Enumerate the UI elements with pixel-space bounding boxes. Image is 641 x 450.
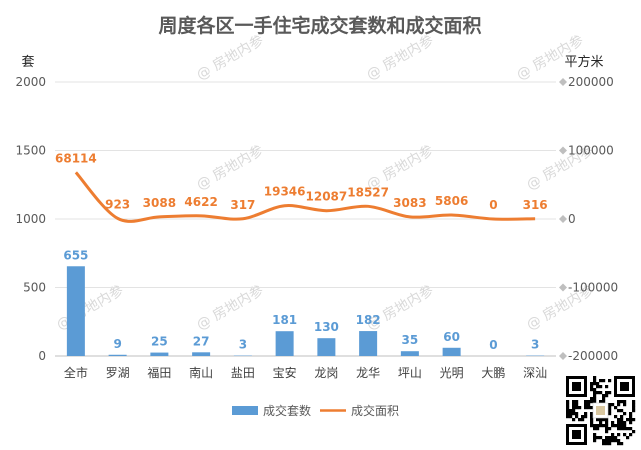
line-series	[74, 171, 536, 223]
bar-南山	[192, 352, 211, 356]
category-label: 盐田	[231, 366, 255, 380]
bar-value-label: 60	[443, 330, 460, 344]
right-axis-ticks: -200000 -100000 0 100000 200000	[559, 75, 618, 363]
line-value-label: 4622	[184, 195, 217, 209]
right-tick-marker	[559, 146, 567, 155]
line-value-label: 317	[230, 198, 255, 212]
left-tick-label: 0	[38, 349, 46, 363]
bar-value-label: 25	[151, 335, 168, 349]
bar-value-label: 182	[356, 313, 381, 327]
watermark-text: @ 房地内参	[194, 32, 267, 84]
bar-value-label: 9	[113, 337, 121, 351]
right-tick-marker	[559, 78, 567, 86]
bar-value-label: 27	[193, 334, 210, 348]
line-value-label: 3088	[143, 196, 176, 210]
right-tick-marker	[559, 215, 567, 223]
bar-value-label: 130	[314, 320, 339, 334]
bar-value-label: 35	[402, 333, 419, 347]
line-value-label: 923	[105, 197, 130, 211]
legend-line-label: 成交面积	[351, 403, 399, 418]
area-line	[74, 171, 536, 223]
watermark-text: @ 房地内参	[194, 282, 267, 334]
left-axis-unit: 套	[21, 54, 34, 70]
bar-龙华	[359, 331, 378, 356]
line-value-label: 19346	[264, 185, 306, 199]
data-labels: 655 9 25 27 3 181 130 182 35 60 0 3 68114 923 3088 4622…	[55, 151, 548, 352]
chart-title: 周度各区一手住宅成交套数和成交面积	[158, 14, 481, 37]
category-label: 大鹏	[481, 366, 505, 380]
line-value-label: 3083	[393, 196, 426, 210]
bar-福田	[150, 352, 169, 356]
category-label: 光明	[440, 366, 464, 380]
right-tick-marker	[559, 283, 567, 292]
bar-value-label: 0	[489, 338, 497, 352]
left-tick-label: 500	[23, 281, 46, 295]
legend-bar-swatch	[232, 406, 258, 415]
category-label: 福田	[147, 365, 171, 380]
category-labels: 全市 罗湖 福田 南山 盐田 宝安 龙岗 龙华 坪山 光明 大鹏 深汕	[64, 365, 547, 380]
right-tick-label: -200000	[568, 349, 618, 363]
bar-罗湖	[108, 354, 127, 356]
left-tick-label: 2000	[15, 75, 46, 89]
gridlines	[55, 81, 556, 357]
category-label: 宝安	[273, 365, 297, 380]
category-label: 罗湖	[106, 365, 130, 380]
category-label: 坪山	[398, 366, 422, 380]
line-value-label: 0	[489, 198, 497, 212]
watermark-layer: @ 房地内参 @ 房地内参 @ 房地内参@ 房地内参 @ 房地内参 @ 房地内参@ 房地…	[54, 32, 597, 334]
category-label: 深汕	[523, 366, 547, 380]
right-tick-label: 200000	[568, 75, 614, 89]
bar-value-label: 655	[63, 248, 88, 262]
bar-坪山	[400, 351, 419, 356]
category-label: 南山	[189, 365, 213, 380]
category-label: 龙岗	[314, 366, 338, 380]
line-value-label: 68114	[55, 151, 97, 165]
line-value-label: 18527	[347, 185, 389, 199]
right-tick-label: -100000	[568, 281, 618, 295]
category-label: 龙华	[356, 366, 380, 380]
left-tick-label: 1500	[15, 144, 46, 158]
watermark-text: @ 房地内参	[364, 32, 437, 84]
category-label: 全市	[64, 365, 88, 380]
line-value-label: 5806	[435, 194, 468, 208]
legend: 成交套数 成交面积	[232, 403, 399, 418]
bar-value-label: 3	[239, 338, 247, 352]
watermark-text: @ 房地内参	[54, 282, 127, 334]
bar-光明	[442, 347, 461, 356]
line-value-label: 12087	[306, 190, 348, 204]
bar-value-label: 181	[272, 313, 297, 327]
bar-value-label: 3	[531, 338, 539, 352]
qr-code	[566, 376, 636, 446]
left-tick-label: 1000	[15, 212, 46, 226]
line-value-label: 316	[523, 198, 548, 212]
bar-全市	[66, 266, 85, 356]
right-tick-marker	[559, 352, 567, 360]
right-tick-label: 100000	[568, 144, 614, 158]
bar-宝安	[275, 331, 294, 356]
left-axis-ticks: 0 500 1000 1500 2000	[15, 75, 46, 363]
right-tick-label: 0	[568, 212, 576, 226]
legend-bar-label: 成交套数	[263, 403, 311, 418]
bar-龙岗	[317, 338, 336, 356]
watermark-text: @ 房地内参	[194, 142, 267, 194]
bar-series	[66, 266, 545, 356]
right-axis-unit: 平方米	[564, 54, 603, 70]
